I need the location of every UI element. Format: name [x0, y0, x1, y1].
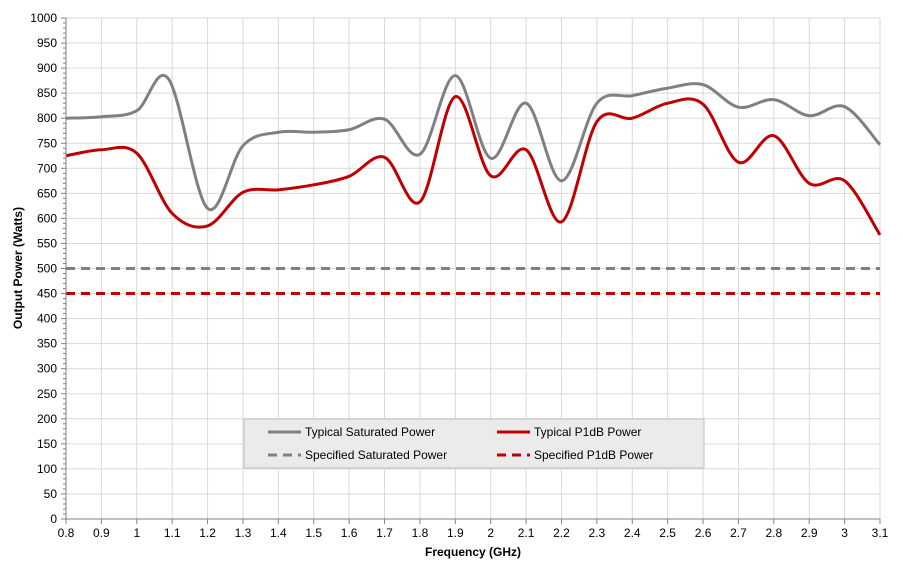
x-tick-label: 2.9 — [801, 526, 818, 540]
x-tick-label: 1.7 — [376, 526, 393, 540]
series-line-typical-p1db-power — [65, 95, 882, 236]
y-tick-label: 400 — [37, 312, 57, 326]
y-tick-label: 500 — [37, 262, 57, 276]
x-tick-label: 0.9 — [93, 526, 110, 540]
axes — [61, 17, 881, 524]
legend-entry-typical-saturated: Typical Saturated Power — [268, 425, 435, 439]
y-tick-label: 300 — [37, 362, 57, 376]
y-tick-label: 550 — [37, 236, 57, 250]
legend-box — [243, 418, 705, 469]
legend: Typical Saturated Power Typical P1dB Pow… — [243, 418, 705, 469]
y-tick-label: 450 — [37, 287, 57, 301]
x-tick-label: 3.1 — [872, 526, 889, 540]
y-tick-label: 950 — [37, 36, 57, 50]
x-tick-label: 1 — [133, 526, 140, 540]
legend-entry-specified-p1db: Specified P1dB Power — [497, 448, 653, 462]
y-tick-label: 200 — [37, 412, 57, 426]
y-tick-label: 1000 — [30, 11, 57, 25]
x-tick-label: 2 — [487, 526, 494, 540]
x-tick-label: 2.5 — [659, 526, 676, 540]
legend-entry-specified-saturated: Specified Saturated Power — [268, 448, 447, 462]
x-tick-label: 1.2 — [199, 526, 216, 540]
x-tick-label: 1.8 — [412, 526, 429, 540]
x-tick-label: 2.4 — [624, 526, 641, 540]
series-lines — [65, 74, 882, 296]
y-tick-label: 50 — [44, 487, 58, 501]
series-line-typical-saturated-power — [65, 74, 882, 212]
x-tick-label: 1.6 — [341, 526, 358, 540]
x-tick-label: 1.3 — [235, 526, 252, 540]
x-tick-label: 2.2 — [553, 526, 570, 540]
x-tick-label: 2.6 — [695, 526, 712, 540]
y-tick-label: 250 — [37, 387, 57, 401]
y-tick-label: 900 — [37, 61, 57, 75]
y-tick-label: 350 — [37, 337, 57, 351]
y-tick-label: 650 — [37, 186, 57, 200]
y-tick-label: 100 — [37, 462, 57, 476]
legend-label: Specified Saturated Power — [305, 448, 447, 462]
legend-label: Typical P1dB Power — [534, 425, 641, 439]
x-tick-label: 0.8 — [58, 526, 75, 540]
y-tick-label: 800 — [37, 111, 57, 125]
x-tick-label: 2.1 — [518, 526, 535, 540]
x-tick-label: 3 — [841, 526, 848, 540]
y-tick-labels: 0 50 100 150 200 250 300 350 400 450 500 550 600 650 7… — [30, 11, 57, 526]
y-tick-label: 700 — [37, 161, 57, 175]
legend-label: Specified P1dB Power — [534, 448, 653, 462]
y-tick-label: 600 — [37, 211, 57, 225]
x-tick-label: 1.1 — [164, 526, 181, 540]
y-axis-title: Output Power (Watts) — [11, 207, 25, 329]
y-tick-label: 750 — [37, 136, 57, 150]
y-tick-label: 0 — [50, 512, 57, 526]
x-tick-label: 2.7 — [730, 526, 747, 540]
x-tick-label: 1.4 — [270, 526, 287, 540]
x-tick-label: 2.8 — [765, 526, 782, 540]
x-axis-title: Frequency (GHz) — [425, 545, 521, 559]
x-tick-label: 1.5 — [305, 526, 322, 540]
x-tick-label: 1.9 — [447, 526, 464, 540]
y-tick-label: 150 — [37, 437, 57, 451]
y-tick-label: 850 — [37, 86, 57, 100]
legend-label: Typical Saturated Power — [305, 425, 435, 439]
legend-entry-typical-p1db: Typical P1dB Power — [497, 425, 641, 439]
x-tick-label: 2.3 — [589, 526, 606, 540]
x-tick-labels: 0.8 0.9 1 1.1 1.2 1.3 1.4 1.5 1.6 1.7 1.8 1.9 2 2.1 2.… — [58, 526, 889, 540]
